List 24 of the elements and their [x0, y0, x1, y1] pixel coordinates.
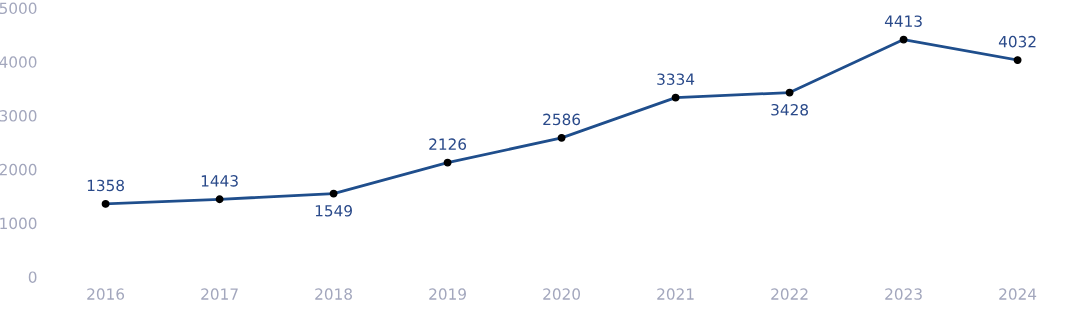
y-tick-label: 3000 — [0, 110, 37, 122]
x-tick-label: 2021 — [657, 288, 694, 300]
y-tick-label: 0 — [28, 271, 37, 283]
x-tick-label: 2020 — [543, 288, 581, 300]
y-tick-label: 5000 — [0, 2, 37, 15]
data-label: 3428 — [771, 103, 808, 116]
x-tick-label: 2024 — [999, 288, 1037, 300]
x-tick-label: 2018 — [315, 288, 352, 300]
data-label: 2586 — [543, 113, 581, 126]
data-label: 4032 — [998, 35, 1036, 48]
x-tick-label: 2022 — [771, 288, 808, 300]
y-tick-label: 2000 — [0, 163, 37, 176]
data-label: 2126 — [429, 138, 467, 150]
data-label: 1358 — [87, 179, 124, 192]
x-tick-label: 2017 — [201, 288, 238, 300]
y-tick-label: 1000 — [0, 217, 37, 230]
data-label: 1443 — [201, 175, 238, 187]
x-tick-label: 2023 — [885, 288, 922, 300]
data-label: 3334 — [657, 73, 695, 85]
data-label: 1549 — [315, 205, 352, 217]
x-tick-label: 2016 — [87, 288, 125, 300]
x-tick-label: 2019 — [429, 288, 466, 300]
data-label: 4413 — [884, 15, 922, 27]
y-tick-label: 4000 — [0, 56, 37, 68]
